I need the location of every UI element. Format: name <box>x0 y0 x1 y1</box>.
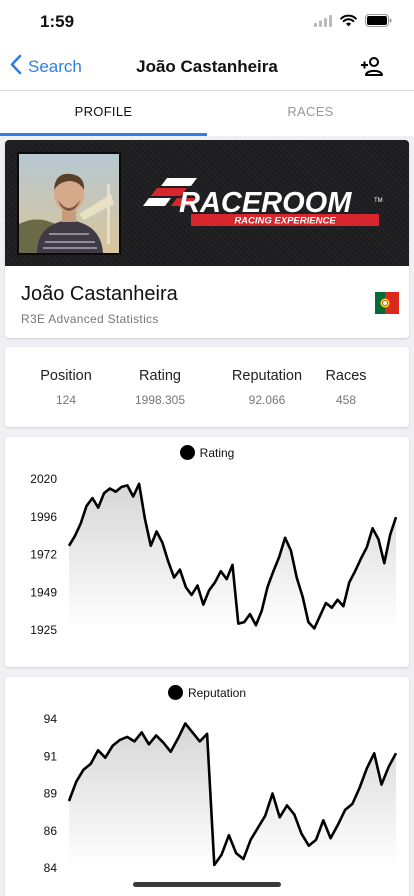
battery-icon <box>365 14 392 32</box>
status-time: 1:59 <box>40 12 75 31</box>
add-user-icon <box>360 57 384 80</box>
legend-label: Rating <box>199 445 235 460</box>
stats-card: Position 124 Rating 1998.305 Reputation … <box>5 347 409 427</box>
legend-dot <box>167 685 183 700</box>
y-tick-label: 89 <box>44 787 58 801</box>
chart-legend: Reputation <box>5 685 409 700</box>
y-tick-label: 1949 <box>30 585 57 599</box>
status-bar: 1:59 <box>0 0 414 44</box>
chevron-left-icon <box>10 54 22 80</box>
tab-indicator <box>0 133 207 136</box>
stat-reputation: Reputation 92.066 <box>212 347 322 407</box>
legend-dot <box>179 445 195 460</box>
stat-value: 458 <box>335 393 357 407</box>
profile-banner: RACEROOM TM RACING EXPERIENCE <box>5 140 409 266</box>
series-line <box>67 722 398 867</box>
rating-chart: 2020 1996 1972 1949 1925 <box>30 472 398 637</box>
stat-value: 1998.305 <box>134 393 186 407</box>
player-name: João Castanheira <box>21 283 178 305</box>
stat-label: Rating <box>139 368 181 384</box>
series-line <box>67 482 398 630</box>
raceroom-logo: RACEROOM TM RACING EXPERIENCE <box>141 170 389 241</box>
stat-label: Races <box>325 368 367 384</box>
stat-races: Races 458 <box>291 347 401 407</box>
y-tick-label: 86 <box>44 824 58 838</box>
home-indicator <box>133 882 281 887</box>
y-tick-label: 94 <box>44 712 58 726</box>
navigation-bar: Search João Castanheira <box>0 44 414 90</box>
profile-card: RACEROOM TM RACING EXPERIENCE João Casta… <box>5 140 409 338</box>
stat-label: Position <box>40 368 92 384</box>
y-tick-label: 2020 <box>30 472 57 486</box>
y-tick-label: 84 <box>44 861 58 875</box>
stat-value: 124 <box>55 393 77 407</box>
wifi-icon <box>340 14 357 32</box>
series-area <box>69 723 396 868</box>
legend-label: Reputation <box>187 685 247 700</box>
logo-main-text: RACEROOM <box>179 187 352 219</box>
back-button-label: Search <box>28 57 82 76</box>
stat-value: 92.066 <box>248 393 286 407</box>
status-icons <box>314 14 392 32</box>
logo-tm-text: TM <box>374 198 383 204</box>
avatar <box>17 152 121 255</box>
reputation-chart: 94 91 89 86 84 <box>44 712 398 875</box>
stat-label: Reputation <box>231 368 303 384</box>
back-button[interactable]: Search <box>10 54 82 80</box>
tab-races[interactable]: RACES <box>287 104 334 119</box>
y-tick-label: 1972 <box>30 548 57 562</box>
stat-rating: Rating 1998.305 <box>105 347 215 407</box>
rating-chart-card: Rating 2020 1996 1972 1949 1925 <box>5 437 409 667</box>
logo-sub-text: RACING EXPERIENCE <box>234 216 336 227</box>
tab-profile[interactable]: PROFILE <box>74 104 133 119</box>
y-tick-label: 1925 <box>30 623 57 637</box>
series-area <box>69 483 396 630</box>
player-subtitle: R3E Advanced Statistics <box>21 312 159 326</box>
tab-bar: PROFILE RACES <box>0 90 414 136</box>
add-friend-button[interactable] <box>360 56 384 81</box>
reputation-chart-card: Reputation 94 91 89 86 84 <box>5 677 409 896</box>
y-tick-label: 1996 <box>30 510 57 524</box>
chart-legend: Rating <box>5 445 409 460</box>
signal-icon <box>314 14 332 32</box>
stat-position: Position 124 <box>11 347 121 407</box>
y-tick-label: 91 <box>44 749 58 763</box>
portugal-flag-icon <box>375 292 399 314</box>
